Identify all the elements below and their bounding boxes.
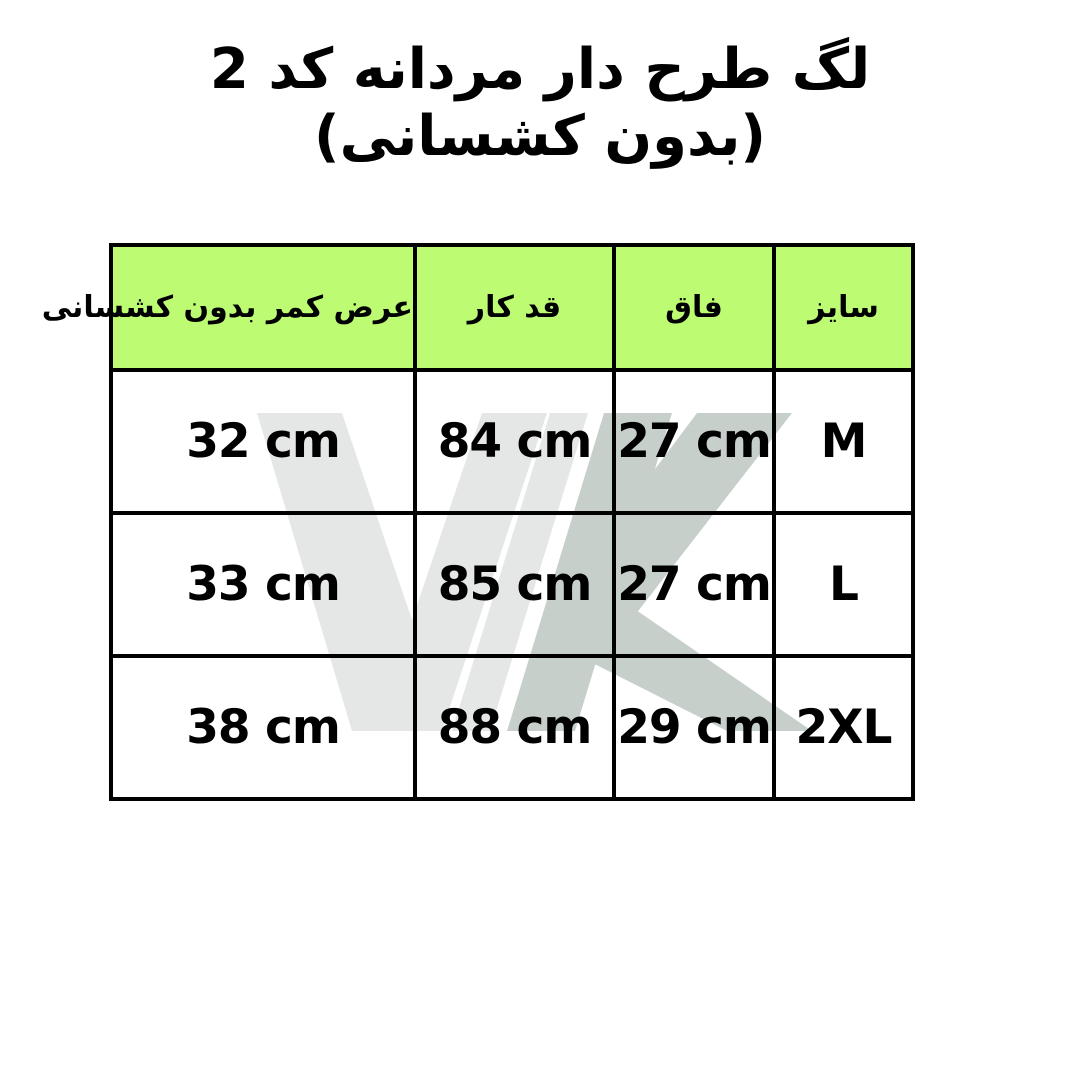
page-title-line2: (بدون کشسانی) [314,104,766,169]
cell-size-2xl: 2XL [772,654,915,801]
table-row-2xl: 2XL 29 cm 88 cm 38 cm [109,654,915,801]
header-length: قد کار [413,243,616,372]
cell-waist-l: 33 cm [109,511,417,658]
cell-size-m: M [772,368,915,515]
size-table-header-row: سایز فاق قد کار عرض کمر بدون کشسانی [42,243,915,372]
header-rise: فاق [612,243,776,372]
size-table: سایز فاق قد کار عرض کمر بدون کشسانی M 27… [42,243,915,801]
cell-rise-l: 27 cm [612,511,776,658]
cell-size-l: L [772,511,915,658]
header-waist-width: عرض کمر بدون کشسانی [42,243,417,372]
cell-rise-m: 27 cm [612,368,776,515]
cell-length-m: 84 cm [413,368,616,515]
cell-length-l: 85 cm [413,511,616,658]
table-row-m: M 27 cm 84 cm 32 cm [109,368,915,515]
cell-length-2xl: 88 cm [413,654,616,801]
header-size: سایز [772,243,915,372]
cell-rise-2xl: 29 cm [612,654,776,801]
page-title-line1: لگ طرح دار مردانه کد 2 [209,37,871,102]
cell-waist-2xl: 38 cm [109,654,417,801]
cell-waist-m: 32 cm [109,368,417,515]
page-title: لگ طرح دار مردانه کد 2 (بدون کشسانی) [0,36,1080,170]
table-row-l: L 27 cm 85 cm 33 cm [109,511,915,658]
